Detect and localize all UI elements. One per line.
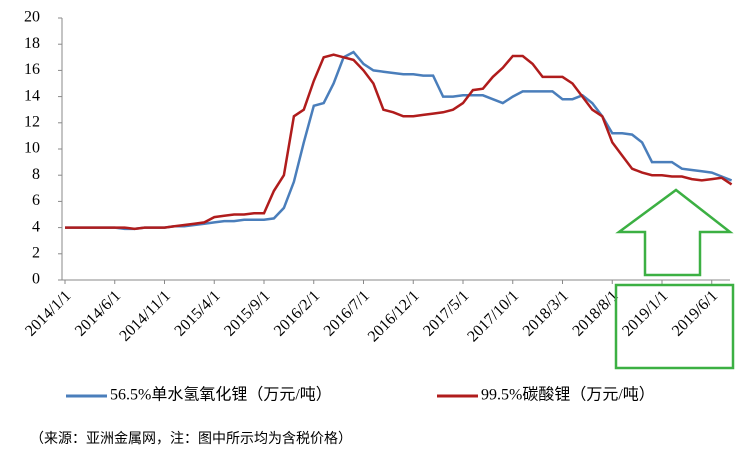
line — [65, 50, 733, 231]
y-tick-label: 12 — [24, 113, 40, 130]
y-tick-label: 2 — [32, 244, 40, 261]
x-tick-label: 2017/10/1 — [464, 287, 522, 345]
y-tick-label: 16 — [24, 61, 40, 78]
x-tick-label: 2018/3/1 — [520, 287, 572, 339]
x-tick-label: 2015/4/1 — [171, 287, 223, 339]
line — [65, 53, 733, 231]
x-tick-label: 2014/1/1 — [22, 287, 74, 339]
x-tick-label: 2019/1/1 — [619, 287, 671, 339]
annotation-box — [614, 283, 735, 370]
x-tick-label: 2016/12/1 — [365, 287, 423, 345]
x-tick-label: 2016/2/1 — [271, 287, 323, 339]
y-tick-label: 14 — [24, 87, 40, 104]
y-tick-label: 6 — [32, 192, 40, 209]
y-tick-label: 20 — [24, 9, 40, 26]
x-tick-label: 2018/8/1 — [569, 287, 621, 339]
source-note: （来源：亚洲金属网，注：图中所示均为含税价格） — [30, 431, 352, 447]
legend-label: 99.5%碳酸锂（万元/吨） — [481, 386, 655, 404]
annotation-arrow — [615, 188, 734, 277]
x-tick-label: 2014/11/1 — [116, 287, 173, 344]
y-tick-label: 10 — [24, 140, 40, 157]
y-tick-label: 8 — [32, 166, 40, 183]
legend-label: 56.5%单水氢氧化锂（万元/吨） — [110, 386, 332, 404]
y-tick-label: 18 — [24, 35, 40, 52]
y-tick-label: 4 — [32, 218, 40, 235]
y-tick-label: 0 — [32, 271, 40, 288]
x-tick-label: 2015/9/1 — [221, 287, 273, 339]
x-tick-label: 2019/6/1 — [669, 287, 721, 339]
